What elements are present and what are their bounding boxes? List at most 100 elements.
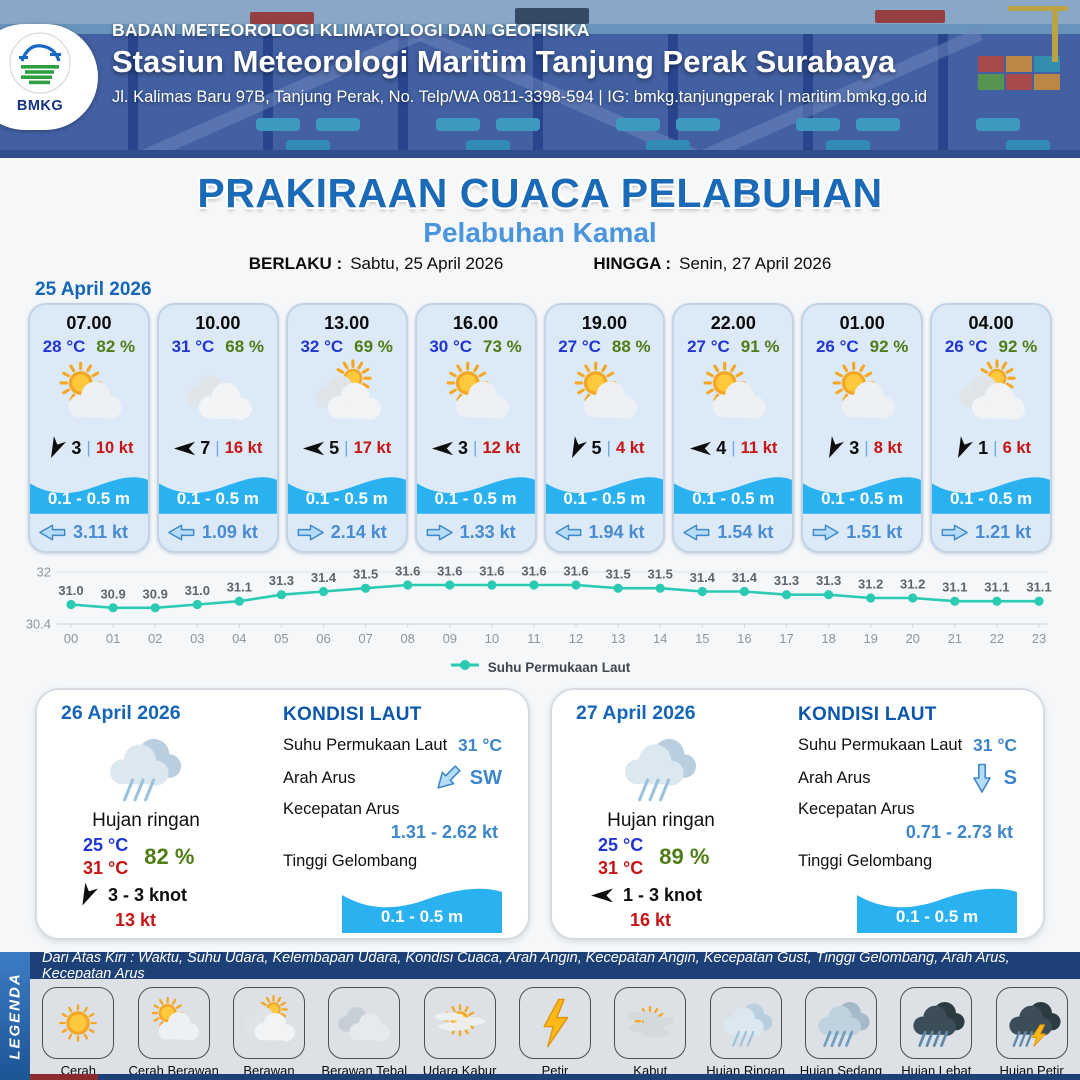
wind-row: 7 | 16 kt	[159, 435, 277, 463]
current-speed: 1.51 kt	[846, 522, 903, 543]
separator: |	[344, 438, 349, 458]
wave-height: 0.1 - 0.5 m	[692, 489, 775, 509]
humidity: 92 %	[998, 337, 1038, 356]
valid-until: HINGGA : Senin, 27 April 2026	[593, 254, 831, 274]
wave-shape	[803, 477, 922, 515]
current-row: 1.51 kt	[803, 514, 921, 551]
forecast-time: 01.00	[839, 313, 885, 333]
svg-text:06: 06	[316, 631, 330, 646]
wind-direction-value: 7	[200, 437, 211, 458]
wind-row: 3 | 8 kt	[803, 435, 921, 463]
wave-height-band: 0.1 - 0.5 m	[932, 462, 1050, 515]
svg-text:23: 23	[1032, 631, 1046, 646]
current-speed: 1.33 kt	[459, 522, 516, 543]
wave-height: 0.1 - 0.5 m	[949, 489, 1033, 509]
wind-row: 5 | 17 kt	[288, 435, 406, 463]
svg-text:08: 08	[400, 631, 414, 646]
current-row: 3.11 kt	[30, 514, 148, 551]
wave-height: 0.1 - 0.5 m	[305, 489, 388, 509]
wave-height-label: Tinggi Gelombang	[798, 852, 933, 870]
wave-height-band: 0.1 - 0.5 m	[30, 462, 148, 515]
air-temperature: 28 °C	[42, 337, 86, 356]
current-speed-label: Kecepatan Arus	[283, 800, 400, 818]
chart-legend: Suhu Permukaan Laut	[25, 658, 1055, 676]
wave-height: 0.1 - 0.5 m	[821, 489, 904, 509]
weather-icon	[30, 357, 148, 435]
current-speed: 3.11 kt	[73, 522, 129, 543]
bmkg-logo-pill: BMKG	[0, 24, 98, 130]
valid-from-value: Sabtu, 25 April 2026	[350, 254, 504, 273]
current-row: 1.54 kt	[674, 514, 792, 551]
wind-direction-icon	[590, 887, 614, 904]
legend-weather-icon	[518, 987, 591, 1059]
current-speed: 1.21 kt	[975, 522, 1032, 543]
current-row: 1.33 kt	[417, 514, 535, 551]
wave-shape	[932, 477, 1050, 515]
legend-weather-icon	[614, 987, 687, 1059]
wind-direction-value: 1	[978, 437, 989, 458]
wave-shape	[287, 477, 406, 515]
wave-height-band: 0.1 - 0.5 m	[674, 462, 793, 515]
weather-icon	[288, 357, 406, 435]
legend-items: Cerah Cerah Berawan Berawan Berawan Teba…	[30, 979, 1080, 1078]
wave-height-row: Tinggi Gelombang	[283, 852, 502, 871]
forecast-time: 13.00	[324, 313, 370, 333]
wind-speed: 12 kt	[482, 438, 521, 457]
legend-marker-icon	[450, 658, 480, 676]
org-name: BADAN METEOROLOGI KLIMATOLOGI DAN GEOFIS…	[112, 20, 590, 40]
separator: |	[731, 438, 736, 458]
wind-range: 1 - 3 knot	[623, 885, 703, 905]
forecast-card: 19.00 27 °C 88 % 5 | 4 kt 0.1 - 0.5 m 1.…	[543, 303, 666, 553]
wind-row: 5 | 4 kt	[546, 435, 664, 463]
legend-weather-icon	[137, 987, 210, 1059]
separator: |	[606, 438, 611, 458]
wave-height: 0.1 - 0.5 m	[895, 907, 979, 926]
forecast-card: 07.00 28 °C 82 % 3 | 10 kt 0.1 - 0.5 m 3…	[28, 303, 150, 553]
validity-row: BERLAKU : Sabtu, 25 April 2026 HINGGA : Se…	[0, 254, 1080, 274]
legend-series-label: Suhu Permukaan Laut	[487, 659, 631, 675]
wave-height-band: 0.1 - 0.5 m	[416, 462, 535, 515]
legend-section: Dari Atas Kiri : Waktu, Suhu Udara, Kele…	[0, 950, 1080, 1080]
wind-direction-icon	[822, 436, 845, 459]
forecast-card: 13.00 32 °C 69 % 5 | 17 kt 0.1 - 0.5 m 2…	[285, 303, 408, 553]
svg-text:31.4: 31.4	[690, 570, 716, 585]
sea-conditions: KONDISI LAUT Suhu Permukaan Laut 31 °C A…	[273, 690, 528, 938]
sst-label: Suhu Permukaan Laut	[283, 736, 448, 754]
temp-humidity-block: 25 °C 31 °C 82 %	[83, 835, 194, 879]
separator: |	[864, 438, 869, 458]
forecast-time: 16.00	[453, 313, 499, 333]
sst-row: Suhu Permukaan Laut 31 °C	[283, 735, 502, 756]
wave-height: 0.1 - 0.5 m	[434, 489, 517, 509]
wind-row: 3 | 10 kt	[30, 435, 148, 463]
humidity: 88 %	[611, 337, 651, 356]
wave-height-band: 0.1 - 0.5 m	[287, 462, 406, 515]
svg-text:07: 07	[358, 631, 372, 646]
svg-text:31.2: 31.2	[858, 577, 883, 592]
wind-direction-value: 3	[71, 437, 82, 458]
air-temperature: 27 °C	[558, 337, 601, 356]
current-speed-row: Kecepatan Arus	[798, 800, 1017, 819]
wave-height: 0.1 - 0.5 m	[563, 489, 646, 509]
svg-text:18: 18	[821, 631, 835, 646]
temp-humidity-row: 30 °C 73 %	[417, 337, 535, 357]
separator: |	[993, 438, 998, 458]
svg-text:31.2: 31.2	[900, 577, 925, 592]
wind-speed: 6 kt	[1002, 438, 1031, 457]
sst-label: Suhu Permukaan Laut	[798, 736, 963, 754]
svg-text:30.9: 30.9	[143, 586, 168, 601]
current-row: 2.14 kt	[288, 514, 406, 551]
wave-shape	[342, 888, 502, 933]
current-direction-text: SW	[469, 766, 502, 789]
current-direction-icon	[433, 765, 463, 791]
svg-text:05: 05	[274, 631, 288, 646]
humidity: 68 %	[225, 337, 265, 356]
wind-row: 3 - 3 knot	[75, 882, 187, 906]
legend-sidebar: LEGENDA	[0, 952, 30, 1080]
forecast-card: 04.00 26 °C 92 % 1 | 6 kt 0.1 - 0.5 m 1.…	[930, 303, 1052, 553]
wave-height: 0.1 - 0.5 m	[47, 489, 131, 509]
port-illustration	[0, 0, 1080, 158]
wind-speed: 11 kt	[740, 438, 778, 457]
svg-text:31.3: 31.3	[774, 573, 799, 588]
temp-humidity-row: 26 °C 92 %	[803, 337, 921, 357]
